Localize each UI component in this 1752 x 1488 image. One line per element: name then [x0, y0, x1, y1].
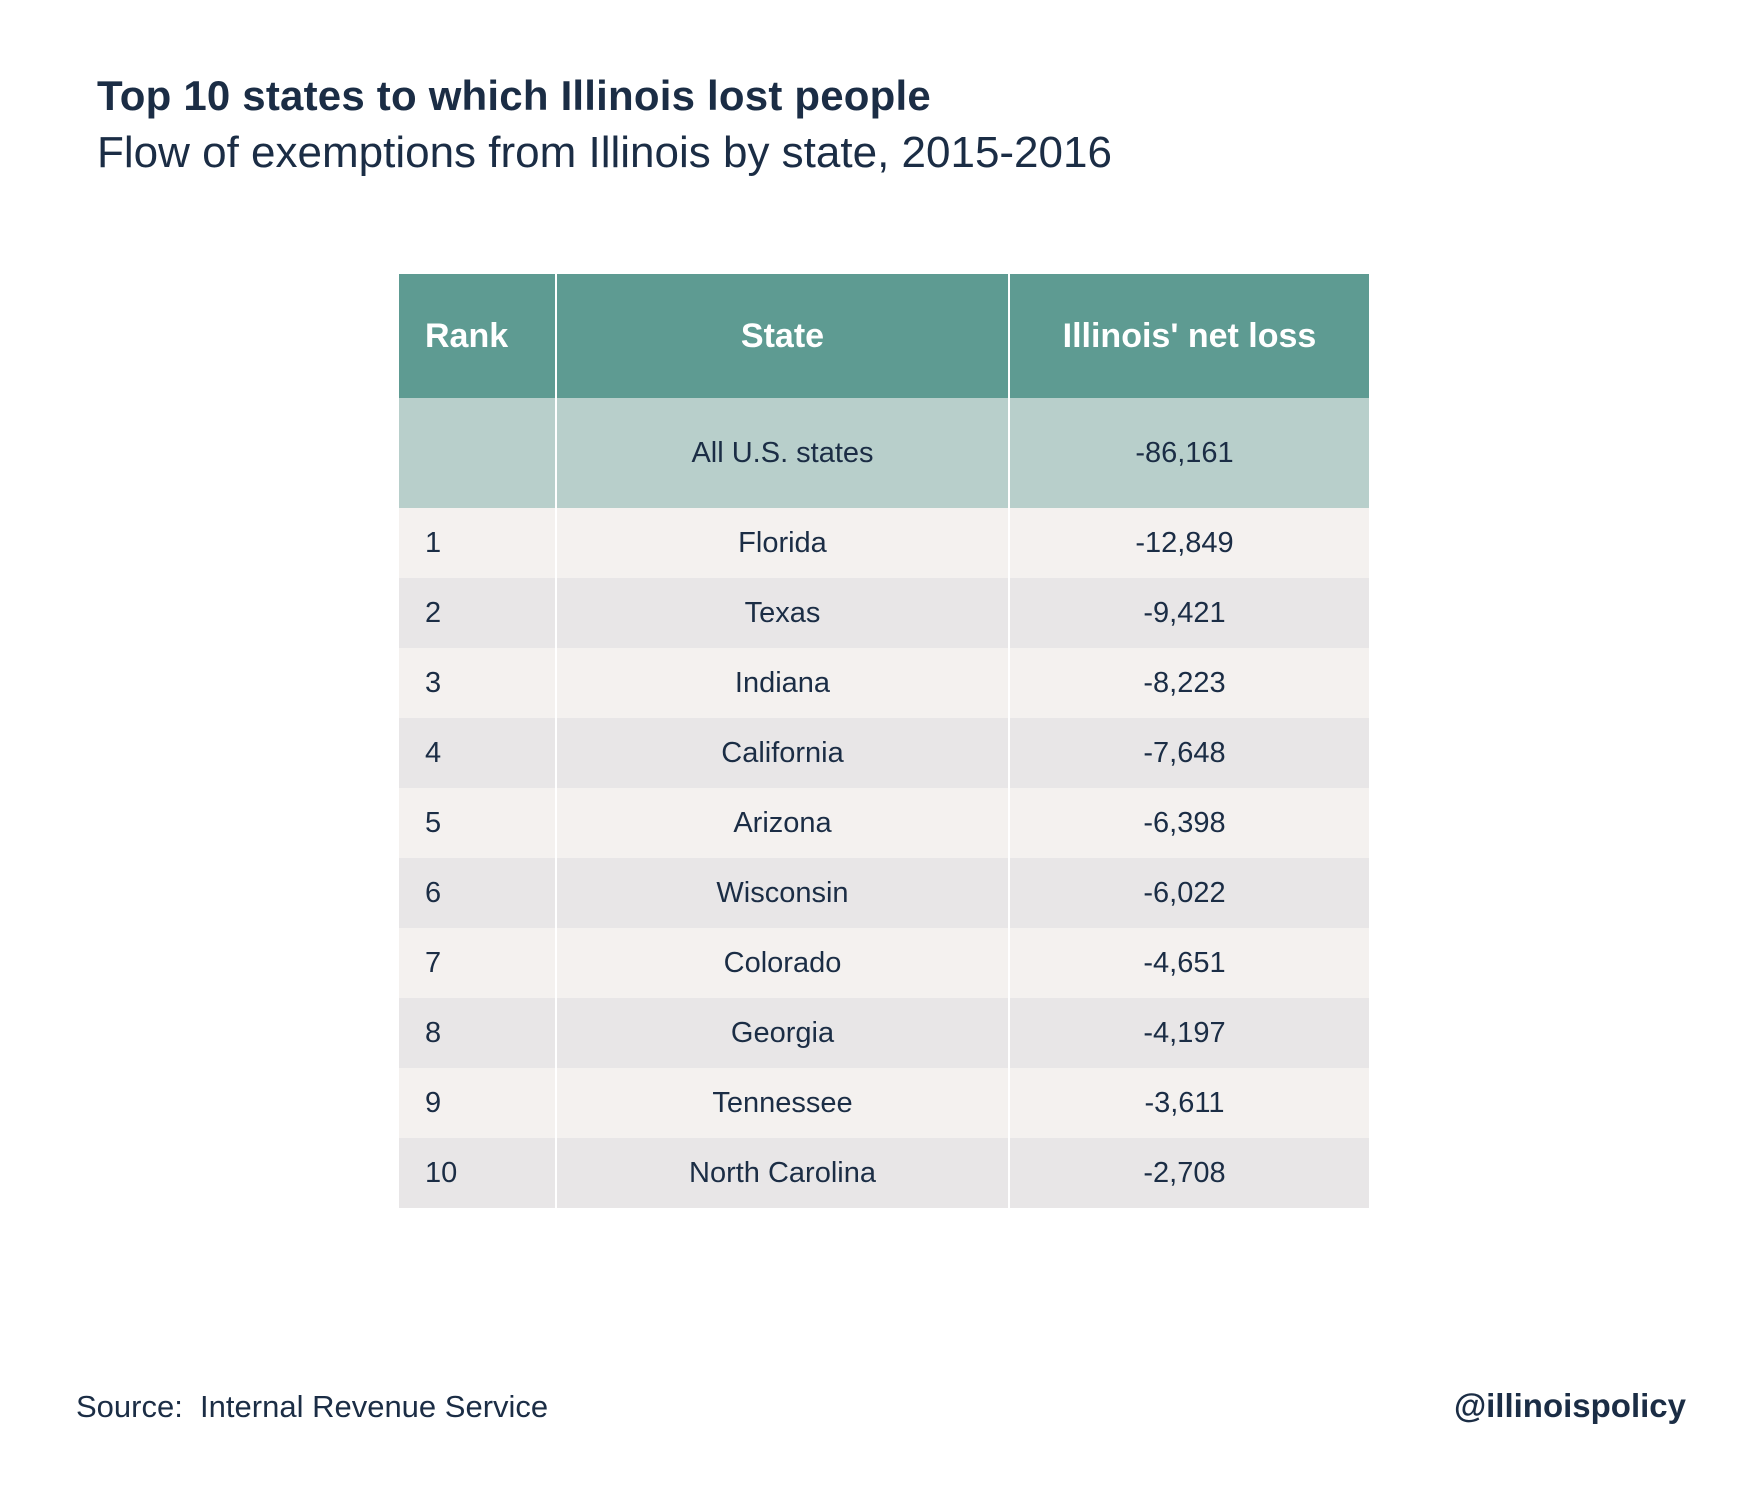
total-row: All U.S. states -86,161	[399, 398, 1369, 508]
source-note: Source: Internal Revenue Service	[76, 1389, 549, 1424]
net-loss-cell: -4,197	[1009, 998, 1369, 1068]
state-cell: Wisconsin	[556, 858, 1010, 928]
table-row: 5 Arizona -6,398	[399, 788, 1369, 858]
rank-cell: 9	[399, 1068, 557, 1138]
net-loss-cell: -2,708	[1009, 1138, 1369, 1208]
state-cell: California	[556, 718, 1010, 788]
rank-cell: 1	[399, 508, 557, 578]
migration-table: Rank State Illinois' net loss All U.S. s…	[399, 274, 1369, 1208]
table-row: 6 Wisconsin -6,022	[399, 858, 1369, 928]
table-row: 2 Texas -9,421	[399, 578, 1369, 648]
table-row: 8 Georgia -4,197	[399, 998, 1369, 1068]
rank-cell: 5	[399, 788, 557, 858]
net-loss-cell: -12,849	[1009, 508, 1369, 578]
total-rank-cell	[399, 398, 557, 508]
state-cell: Texas	[556, 578, 1010, 648]
table-row: 1 Florida -12,849	[399, 508, 1369, 578]
chart-subtitle: Flow of exemptions from Illinois by stat…	[97, 128, 1112, 177]
table-row: 3 Indiana -8,223	[399, 648, 1369, 718]
state-cell: Tennessee	[556, 1068, 1010, 1138]
table-row: 7 Colorado -4,651	[399, 928, 1369, 998]
rank-cell: 10	[399, 1138, 557, 1208]
rank-cell: 4	[399, 718, 557, 788]
rank-cell: 8	[399, 998, 557, 1068]
table-row: 10 North Carolina -2,708	[399, 1138, 1369, 1208]
net-loss-cell: -3,611	[1009, 1068, 1369, 1138]
rank-cell: 2	[399, 578, 557, 648]
net-loss-cell: -6,022	[1009, 858, 1369, 928]
chart-title: Top 10 states to which Illinois lost peo…	[97, 72, 931, 119]
rank-cell: 6	[399, 858, 557, 928]
state-cell: Arizona	[556, 788, 1010, 858]
table-header-row: Rank State Illinois' net loss	[399, 274, 1369, 398]
total-state-cell: All U.S. states	[556, 398, 1010, 508]
rank-cell: 7	[399, 928, 557, 998]
table-row: 9 Tennessee -3,611	[399, 1068, 1369, 1138]
header-state: State	[556, 274, 1010, 398]
state-cell: Florida	[556, 508, 1010, 578]
net-loss-cell: -8,223	[1009, 648, 1369, 718]
state-cell: Indiana	[556, 648, 1010, 718]
brand-handle: @illinoispolicy	[1453, 1387, 1686, 1424]
net-loss-cell: -9,421	[1009, 578, 1369, 648]
net-loss-cell: -7,648	[1009, 718, 1369, 788]
table-row: 4 California -7,648	[399, 718, 1369, 788]
header-net-loss: Illinois' net loss	[1009, 274, 1369, 398]
net-loss-cell: -6,398	[1009, 788, 1369, 858]
state-cell: Colorado	[556, 928, 1010, 998]
total-loss-cell: -86,161	[1009, 398, 1369, 508]
net-loss-cell: -4,651	[1009, 928, 1369, 998]
state-cell: North Carolina	[556, 1138, 1010, 1208]
state-cell: Georgia	[556, 998, 1010, 1068]
header-rank: Rank	[399, 274, 557, 398]
rank-cell: 3	[399, 648, 557, 718]
